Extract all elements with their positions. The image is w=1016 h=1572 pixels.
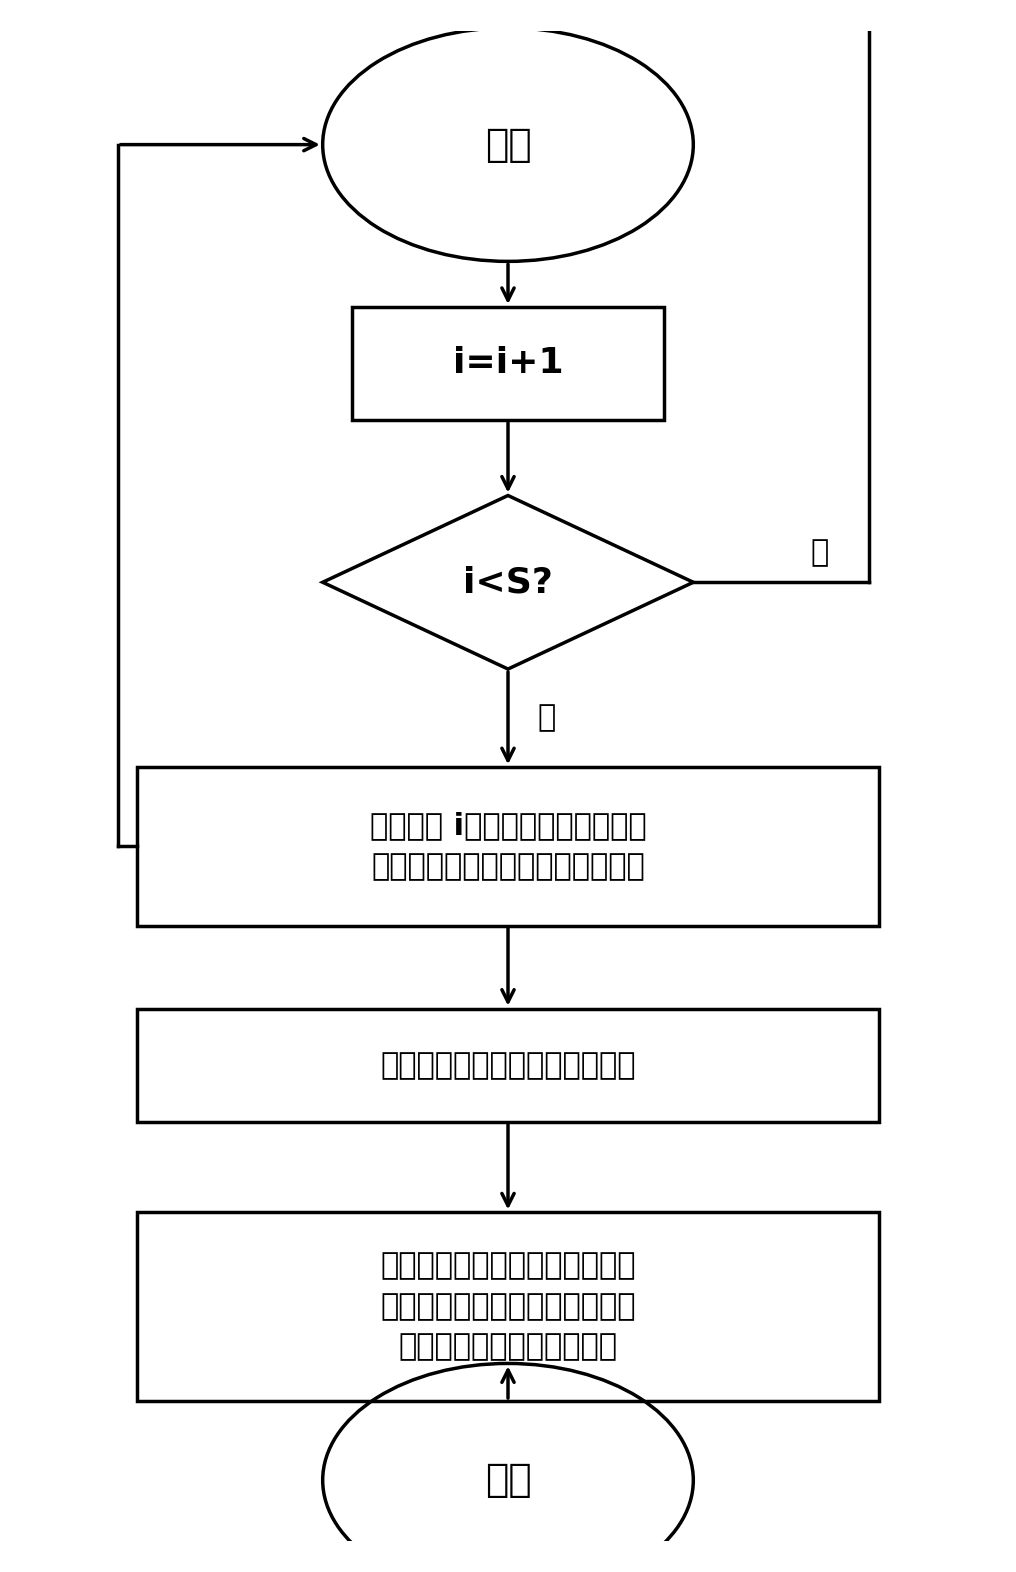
Text: i=i+1: i=i+1 <box>453 346 563 380</box>
Text: 结束: 结束 <box>485 1462 531 1500</box>
Text: 开始: 开始 <box>485 126 531 163</box>
Text: 淘汰适应度値差的Ｓｒ个细菌，
剩余的Ｓｒ个细菌各自分裂出一
个与自己完全相同的新个体: 淘汰适应度値差的Ｓｒ个细菌， 剩余的Ｓｒ个细菌各自分裂出一 个与自己完全相同的新… <box>380 1251 636 1361</box>
Text: 计算细菌 i在上次趋向性操作循环
中经过的所有位置的适应度値总和: 计算细菌 i在上次趋向性操作循环 中经过的所有位置的适应度値总和 <box>370 811 646 882</box>
Text: i<S?: i<S? <box>463 566 553 599</box>
Text: 是: 是 <box>537 704 556 733</box>
Text: 按照适应度値的优劣将细菌排序: 按照适应度値的优劣将细菌排序 <box>380 1050 636 1080</box>
Text: 否: 否 <box>811 538 829 567</box>
